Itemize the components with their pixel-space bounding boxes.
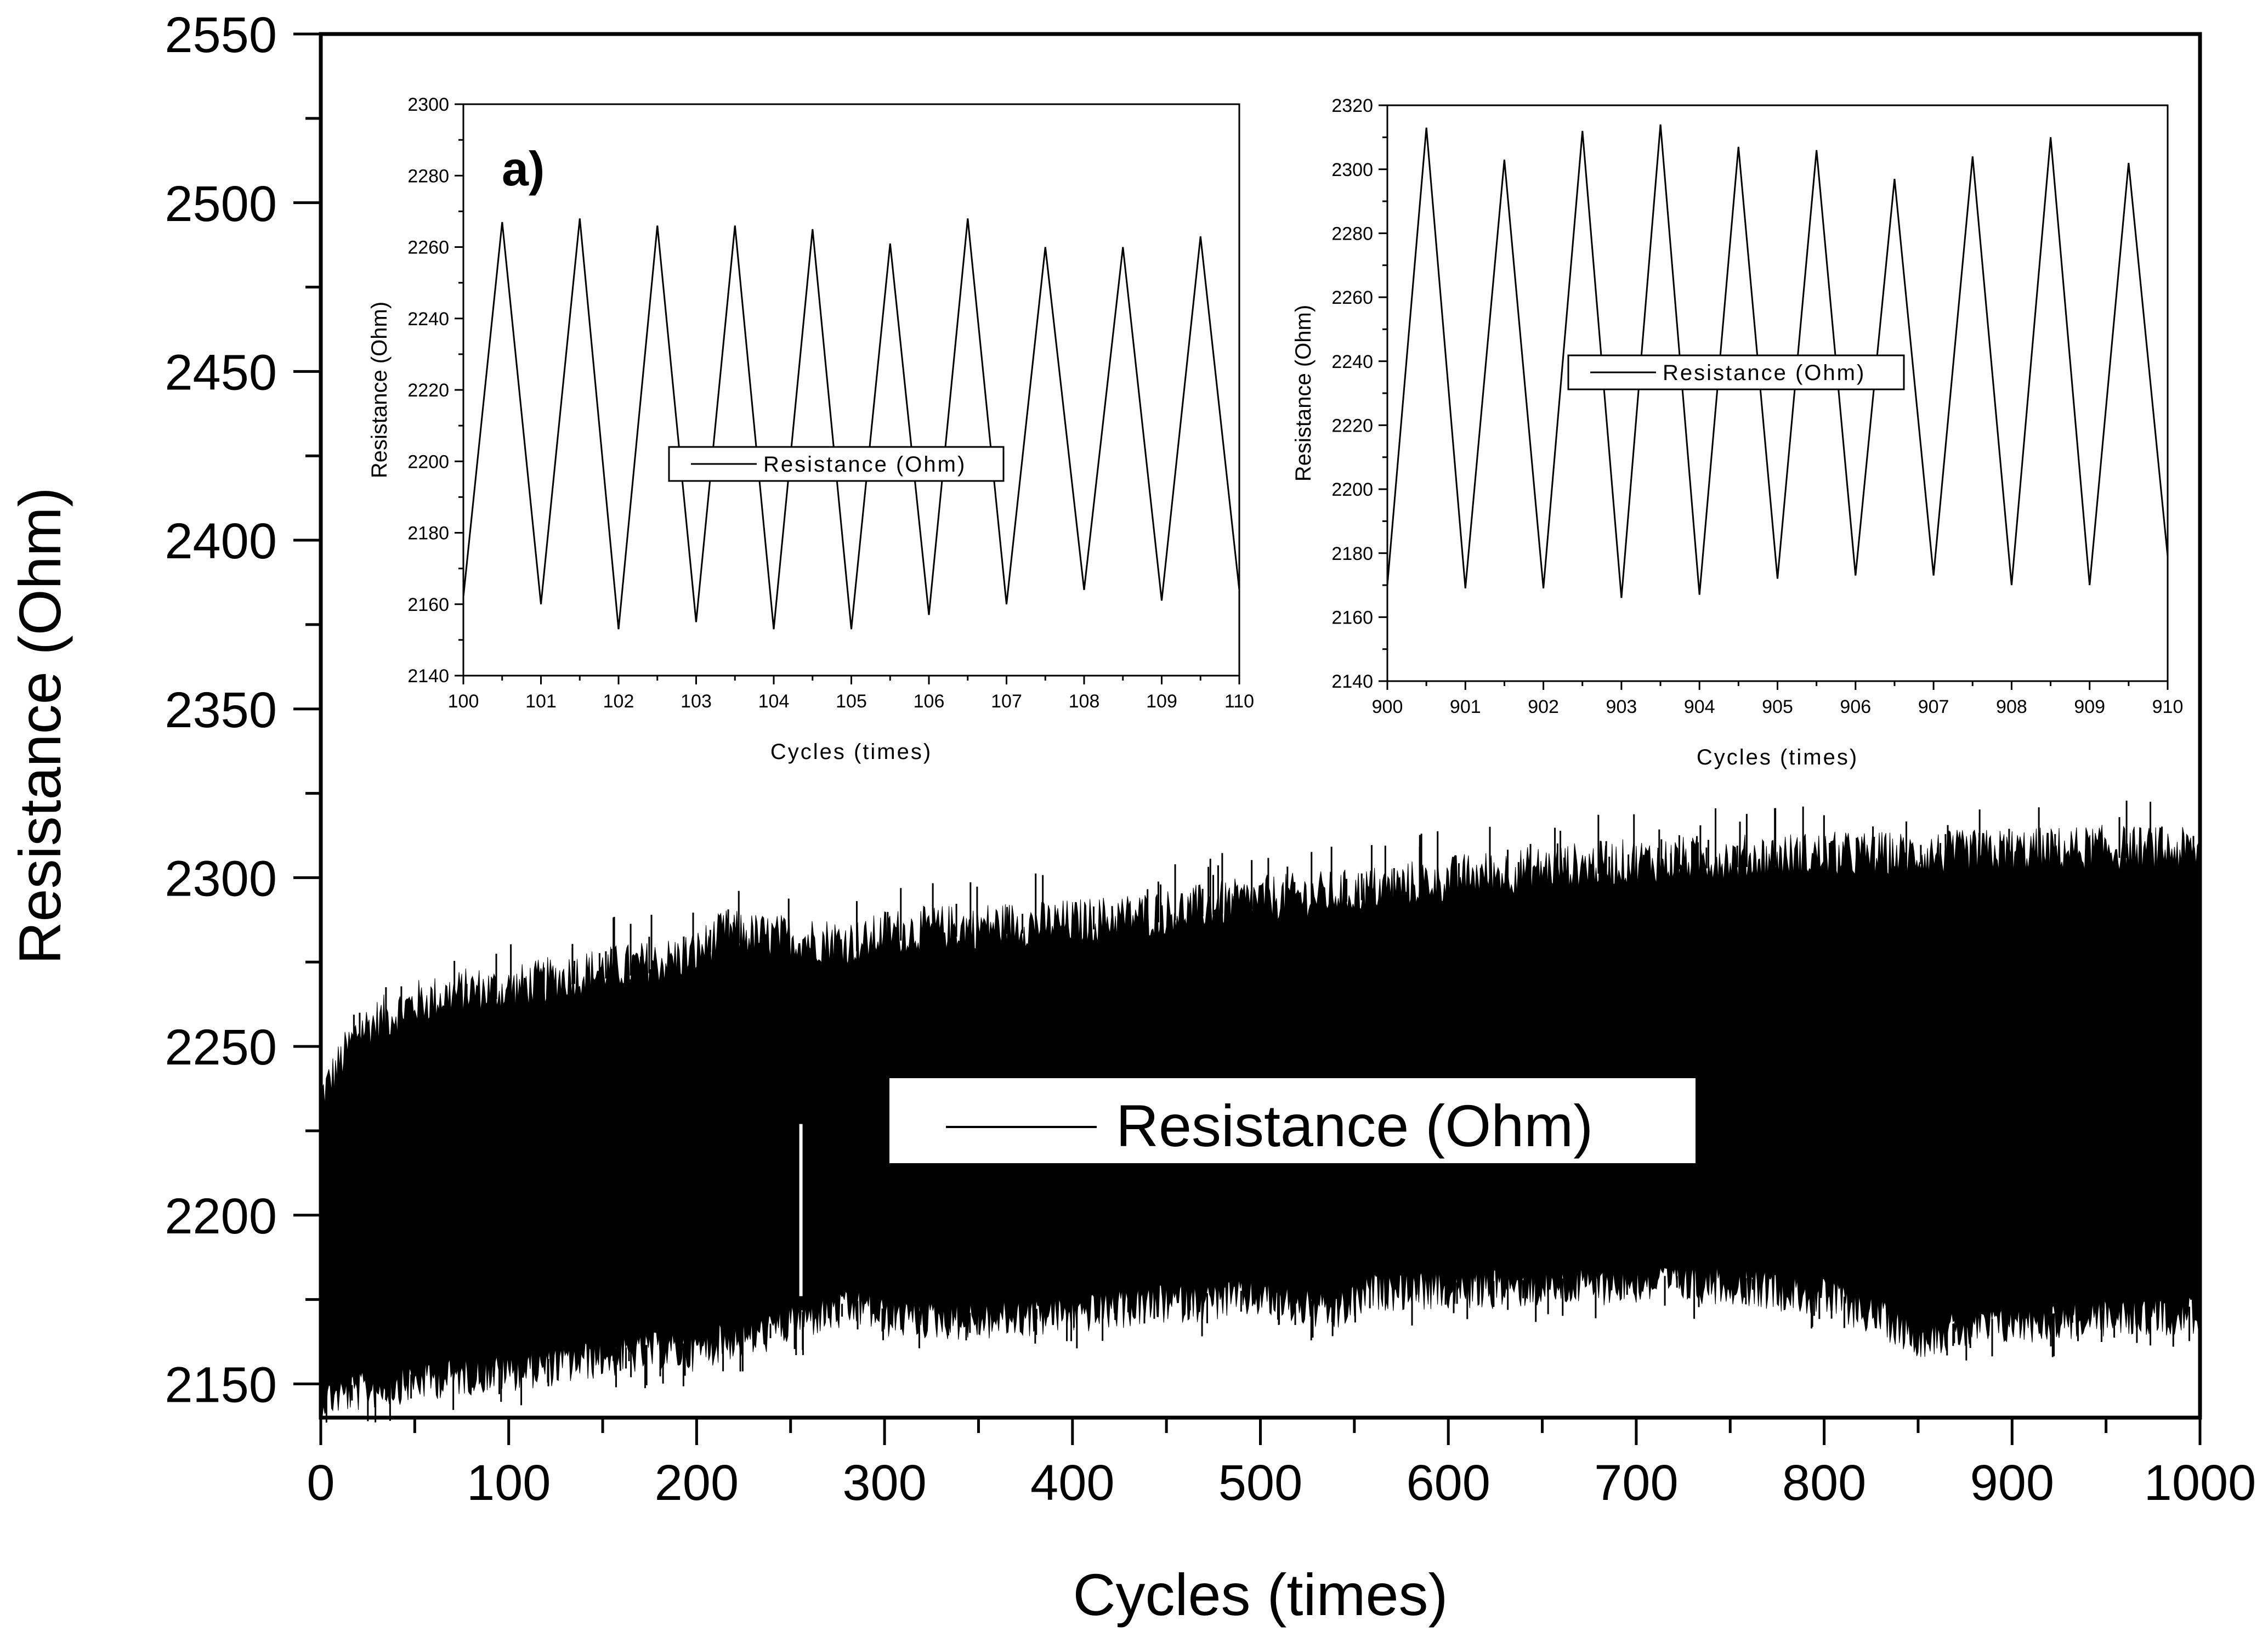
inset-right-x-tick-label: 910 — [2152, 696, 2184, 717]
inset-left-y-tick-label: 2160 — [407, 594, 449, 615]
inset-left-chart: 100 101 102 103 104 105 106 107 108 109 110 2140 216… — [332, 88, 1256, 764]
main-x-tick-label: 500 — [1218, 1455, 1303, 1511]
inset-right-x-tick-label: 900 — [1372, 696, 1403, 717]
inset-right-background — [1256, 89, 2184, 769]
inset-right-x-axis-label: Cycles (times) — [1697, 745, 1858, 769]
inset-left-plot-frame — [462, 103, 1240, 677]
inset-left-legend: Resistance (Ohm) — [668, 446, 1005, 482]
inset-left-x-tick-label: 103 — [681, 691, 712, 712]
inset-right-y-tick-label: 2140 — [1331, 671, 1373, 692]
main-y-tick-label: 2450 — [165, 344, 277, 400]
inset-left-x-tick-label: 108 — [1069, 691, 1100, 712]
inset-left-x-tick-label: 100 — [448, 691, 479, 712]
inset-left-x-tick-label: 101 — [525, 691, 557, 712]
main-x-tick-label: 0 — [307, 1455, 334, 1511]
main-chart: 0 100 200 300 400 500 600 700 800 900 1000 2150 2200… — [7, 7, 2256, 1628]
main-x-tick-label: 800 — [1782, 1455, 1867, 1511]
inset-right-y-tick-label: 2160 — [1331, 608, 1373, 628]
inset-right-y-tick-label: 2200 — [1331, 479, 1373, 500]
inset-left-y-tick-label: 2140 — [407, 666, 449, 687]
main-series-spikes — [324, 800, 2195, 1423]
inset-left-x-tick-label: 110 — [1224, 691, 1254, 712]
inset-left-y-tick-label: 2180 — [407, 523, 449, 544]
main-x-tick-label: 900 — [1970, 1455, 2055, 1511]
inset-right-x-tick-label: 905 — [1762, 696, 1793, 717]
main-legend-label: Resistance (Ohm) — [1116, 1092, 1593, 1159]
inset-right-plot-frame — [1386, 104, 2169, 682]
inset-right-x-tick-label: 903 — [1606, 696, 1637, 717]
inset-right-x-tick-label: 909 — [2074, 696, 2105, 717]
main-y-tick-label: 2200 — [165, 1188, 277, 1244]
inset-right-tick-labels: 900 901 902 903 904 905 906 907 908 909 910 2140 216… — [1331, 95, 2183, 717]
main-x-tick-label: 100 — [467, 1455, 551, 1511]
inset-left-y-axis-label: Resistance (Ohm) — [367, 302, 392, 478]
inset-right-y-axis-label: Resistance (Ohm) — [1291, 305, 1316, 482]
inset-right-y-tick-label: 2220 — [1331, 416, 1373, 437]
inset-right-x-tick-label: 908 — [1996, 696, 2027, 717]
inset-left-y-tick-label: 2260 — [407, 237, 449, 258]
main-x-tick-label: 300 — [842, 1455, 927, 1511]
inset-right-x-tick-label: 904 — [1684, 696, 1715, 717]
inset-left-legend-label: Resistance (Ohm) — [763, 452, 966, 477]
inset-right-y-tick-label: 2300 — [1331, 160, 1373, 180]
inset-right-x-tick-label: 902 — [1528, 696, 1559, 717]
main-x-tick-label: 600 — [1406, 1455, 1490, 1511]
main-x-tick-label: 700 — [1594, 1455, 1679, 1511]
main-x-tick-label: 1000 — [2144, 1455, 2256, 1511]
main-y-tick-label: 2550 — [165, 7, 277, 63]
inset-right-x-tick-label: 907 — [1918, 696, 1949, 717]
main-legend: Resistance (Ohm) — [889, 1078, 1696, 1163]
inset-left-y-tick-label: 2280 — [407, 166, 449, 186]
inset-left-y-tick-label: 2200 — [407, 451, 449, 472]
main-x-axis-label: Cycles (times) — [1073, 1561, 1448, 1628]
inset-left-series-resistance — [462, 218, 1240, 630]
main-tick-labels: 0 100 200 300 400 500 600 700 800 900 1000 2150 2200… — [165, 7, 2256, 1511]
inset-right-x-tick-label: 901 — [1450, 696, 1481, 717]
main-ticks — [293, 32, 2202, 1445]
inset-left-x-axis-label: Cycles (times) — [770, 740, 932, 764]
inset-left-x-tick-label: 102 — [603, 691, 634, 712]
inset-left-x-tick-label: 105 — [836, 691, 867, 712]
inset-left-x-tick-label: 109 — [1146, 691, 1177, 712]
inset-right-legend: Resistance (Ohm) — [1567, 354, 1905, 390]
inset-left-y-tick-label: 2220 — [407, 380, 449, 401]
main-y-tick-label: 2400 — [165, 513, 277, 569]
inset-right-chart: 900 901 902 903 904 905 906 907 908 909 910 2140 216… — [1256, 89, 2184, 769]
inset-left-y-tick-label: 2240 — [407, 309, 449, 330]
inset-right-y-tick-label: 2260 — [1331, 287, 1373, 308]
main-y-tick-label: 2150 — [165, 1357, 277, 1413]
main-plot-frame — [319, 32, 2202, 1420]
main-y-tick-label: 2350 — [165, 682, 277, 738]
main-x-tick-label: 400 — [1030, 1455, 1115, 1511]
inset-right-y-tick-label: 2240 — [1331, 352, 1373, 372]
inset-left-x-tick-label: 104 — [758, 691, 790, 712]
main-y-tick-label: 2250 — [165, 1019, 277, 1075]
inset-right-series-resistance — [1386, 124, 2169, 598]
inset-left-tick-labels: 100 101 102 103 104 105 106 107 108 109 110 2140 216… — [407, 94, 1254, 712]
inset-left-y-tick-label: 2300 — [407, 94, 449, 115]
main-y-axis-label: Resistance (Ohm) — [7, 487, 73, 964]
main-x-tick-label: 200 — [655, 1455, 739, 1511]
inset-right-y-tick-label: 2320 — [1331, 95, 1373, 116]
main-y-tick-label: 2500 — [165, 176, 277, 232]
inset-left-x-tick-label: 106 — [914, 691, 945, 712]
inset-left-x-tick-label: 107 — [991, 691, 1022, 712]
inset-right-legend-label: Resistance (Ohm) — [1663, 361, 1866, 385]
inset-right-y-tick-label: 2180 — [1331, 543, 1373, 564]
main-legend-box — [889, 1078, 1696, 1163]
inset-left-panel-label: a) — [502, 141, 545, 196]
main-y-tick-label: 2300 — [165, 851, 277, 907]
inset-right-x-tick-label: 906 — [1840, 696, 1871, 717]
inset-right-y-tick-label: 2280 — [1331, 224, 1373, 245]
